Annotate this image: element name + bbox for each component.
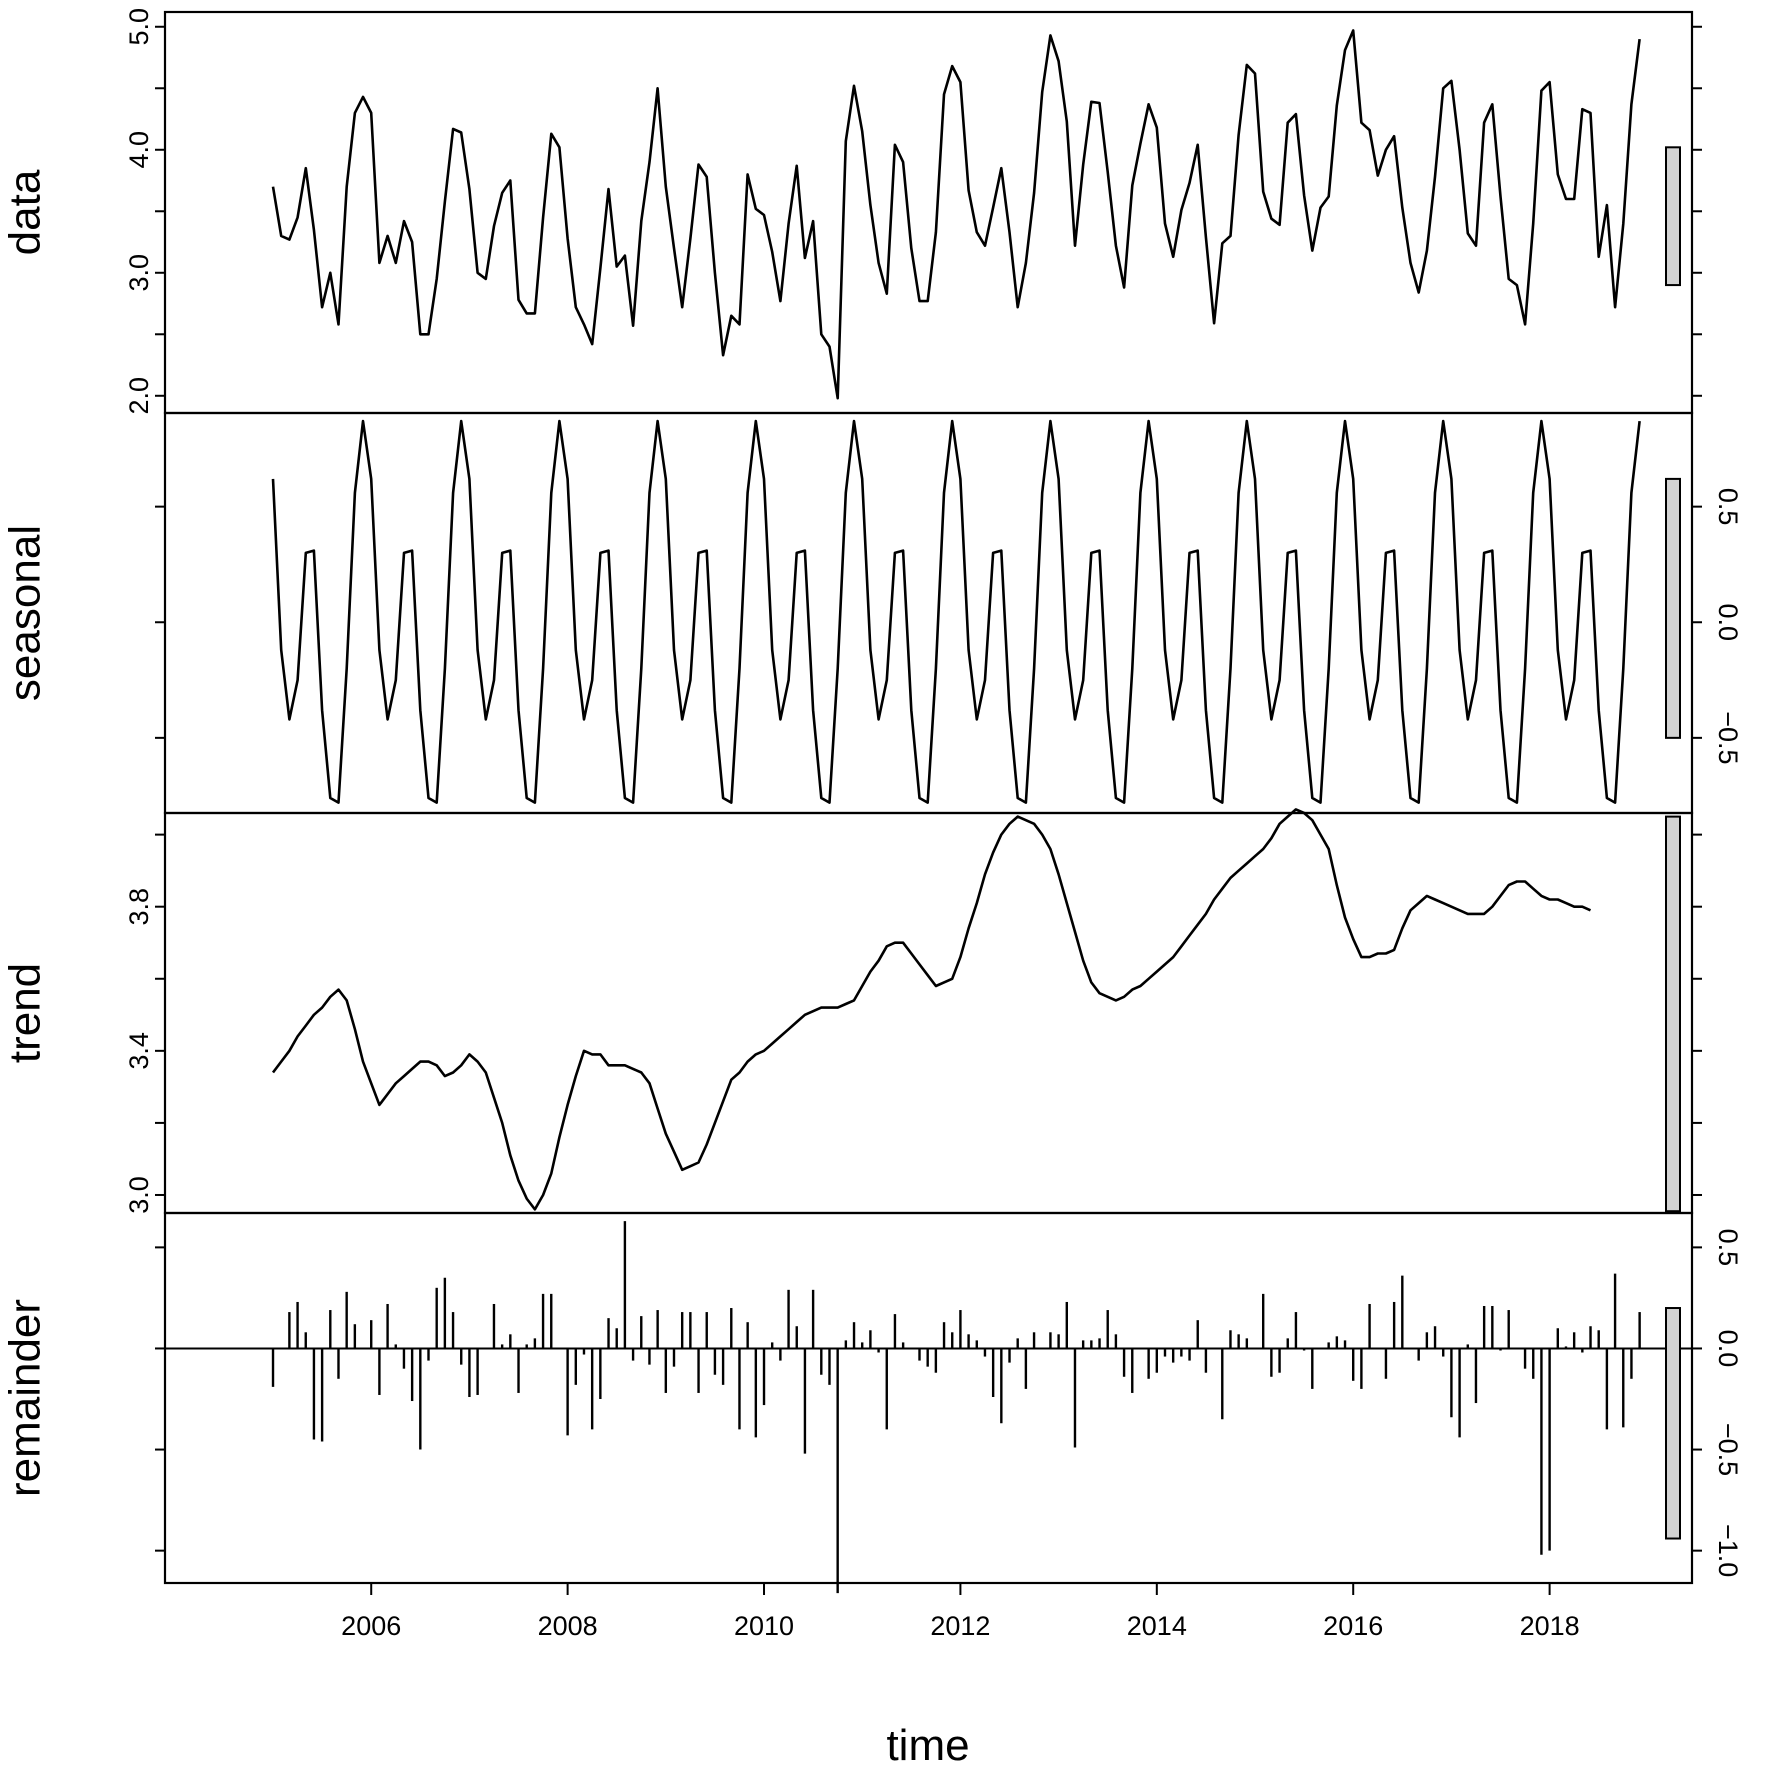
- x-axis: 2006 2008 2010 2012 2014 2016 2018: [341, 1583, 1580, 1641]
- series-line-trend: [271, 808, 1592, 1211]
- y-tick-label-trend: 3.0: [124, 1176, 154, 1214]
- y-tick-label-data: 5.0: [124, 8, 154, 46]
- y-tick-label-seasonal: 0.5: [1713, 488, 1743, 526]
- panels: 2.0 3.0 4.0 5.0 data −0.5 0.0 0.5 seasonal 3.0 3.4…: [1, 8, 1743, 1594]
- series-line-seasonal: [271, 419, 1641, 804]
- range-bar-remainder: [1665, 1307, 1681, 1540]
- series-line-data: [271, 29, 1641, 400]
- x-tick-label: 2008: [538, 1611, 598, 1641]
- panel-trend: 3.0 3.4 3.8 trend: [1, 808, 1702, 1215]
- y-tick-label-remainder: 0.5: [1713, 1229, 1743, 1267]
- x-tick-label: 2010: [734, 1611, 794, 1641]
- y-tick-label-data: 3.0: [124, 254, 154, 292]
- y-tick-label-remainder: −1.0: [1713, 1524, 1743, 1577]
- panel-label-data: data: [1, 169, 50, 255]
- y-tick-label-data: 4.0: [124, 131, 154, 169]
- panel-remainder: −1.0 −0.5 0.0 0.5 remainder: [1, 1211, 1743, 1594]
- panel-frame-seasonal: [163, 411, 1694, 815]
- panel-label-trend: trend: [1, 963, 50, 1063]
- panel-frame-trend: [163, 811, 1694, 1215]
- x-axis-title: time: [886, 1721, 969, 1770]
- range-bar-trend: [1665, 815, 1681, 1213]
- y-tick-label-data: 2.0: [124, 377, 154, 415]
- y-tick-label-remainder: 0.0: [1713, 1330, 1743, 1368]
- y-tick-label-trend: 3.4: [124, 1032, 154, 1070]
- x-tick-label: 2006: [341, 1611, 401, 1641]
- panel-label-remainder: remainder: [1, 1299, 50, 1497]
- x-tick-label: 2018: [1520, 1611, 1580, 1641]
- panel-seasonal: −0.5 0.0 0.5 seasonal: [1, 411, 1743, 815]
- x-tick-label: 2012: [930, 1611, 990, 1641]
- x-tick-label: 2016: [1323, 1611, 1383, 1641]
- panel-label-seasonal: seasonal: [1, 525, 50, 701]
- range-bar-seasonal: [1665, 477, 1681, 739]
- panel-frame-remainder: [163, 1211, 1694, 1585]
- y-tick-label-seasonal: 0.0: [1713, 603, 1743, 641]
- range-bar-data: [1665, 146, 1681, 287]
- panel-data: 2.0 3.0 4.0 5.0 data: [1, 8, 1702, 415]
- x-tick-label: 2014: [1127, 1611, 1187, 1641]
- y-tick-label-trend: 3.8: [124, 888, 154, 926]
- y-tick-label-seasonal: −0.5: [1713, 711, 1743, 764]
- panel-frame-data: [163, 10, 1694, 415]
- y-tick-label-remainder: −0.5: [1713, 1423, 1743, 1476]
